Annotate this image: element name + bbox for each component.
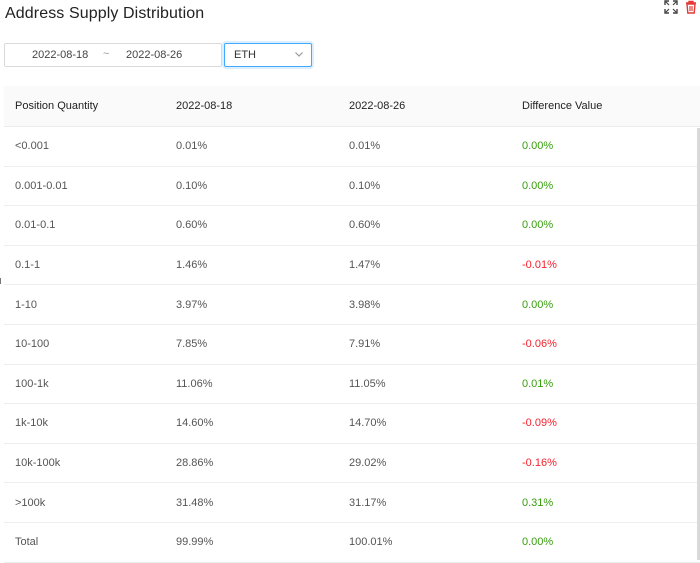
range-cell: 10k-100k [15,457,61,470]
start-value-cell: 31.48% [176,496,214,509]
end-value-cell: 31.17% [349,496,387,509]
end-value-cell: 14.70% [349,417,387,430]
table-row: Total 99.99% 100.01% 0.00% [4,522,700,563]
start-value-cell: 14.60% [176,417,214,430]
table-row: 0.1-1 1.46% 1.47% -0.01% [4,245,700,286]
start-date-input[interactable]: 2022-08-18 [32,49,89,61]
end-value-cell: 29.02% [349,457,387,470]
start-value-cell: 99.99% [176,536,214,549]
range-cell: Total [15,536,39,549]
difference-cell: -0.06% [522,338,557,351]
difference-cell: 0.00% [522,219,554,232]
end-value-cell: 11.05% [349,377,386,390]
difference-cell: 0.00% [522,536,554,549]
start-value-cell: 3.97% [176,298,208,311]
header-actions [664,0,698,14]
end-date-input[interactable]: 2022-08-26 [126,49,183,61]
difference-cell: -0.09% [522,417,557,430]
start-value-cell: 11.06% [176,377,213,390]
table-body: <0.001 0.01% 0.01% 0.00% 0.001-0.01 0.10% 0.10… [4,127,700,563]
fullscreen-icon[interactable] [664,0,678,14]
range-cell: 0.01-0.1 [15,219,56,232]
table-row: 100-1k 11.06% 11.05% 0.01% [4,364,700,405]
column-header: 2022-08-26 [349,100,406,112]
end-value-cell: 0.60% [349,219,381,232]
end-value-cell: 1.47% [349,259,381,272]
table-row: 10k-100k 28.86% 29.02% -0.16% [4,443,700,484]
difference-cell: 0.00% [522,140,554,153]
table-row: 10-100 7.85% 7.91% -0.06% [4,324,700,365]
scrollbar[interactable] [697,128,700,560]
coin-select-value: ETH [234,49,256,61]
end-value-cell: 0.10% [349,179,381,192]
chevron-down-icon [295,52,303,57]
table-header: Position Quantity 2022-08-18 2022-08-26 … [4,86,700,127]
range-cell: 1k-10k [15,417,49,430]
end-value-cell: 7.91% [349,338,381,351]
end-value-cell: 3.98% [349,298,381,311]
start-value-cell: 0.10% [176,179,208,192]
column-header: 2022-08-18 [176,100,233,112]
end-value-cell: 100.01% [349,536,393,549]
distribution-table: Position Quantity 2022-08-18 2022-08-26 … [4,86,700,563]
delete-icon[interactable] [684,0,698,14]
difference-cell: 0.31% [522,496,554,509]
range-cell: 1-10 [15,298,38,311]
table-row: 1k-10k 14.60% 14.70% -0.09% [4,404,700,444]
range-cell: 0.001-0.01 [15,179,68,192]
difference-cell: 0.00% [522,298,554,311]
table-row: 0.001-0.01 0.10% 0.10% 0.00% [4,166,700,207]
date-separator: ~ [103,48,110,60]
start-value-cell: 28.86% [176,457,214,470]
range-cell: 100-1k [15,377,49,390]
page-title: Address Supply Distribution [5,5,205,22]
range-cell: >100k [15,496,46,509]
start-value-cell: 7.85% [176,338,208,351]
table-row: 0.01-0.1 0.60% 0.60% 0.00% [4,206,700,246]
start-value-cell: 0.60% [176,219,208,232]
range-cell: 0.1-1 [15,259,41,272]
difference-cell: -0.01% [522,259,557,272]
range-cell: 10-100 [15,338,50,351]
column-header: Difference Value [522,100,603,112]
end-value-cell: 0.01% [349,140,381,153]
start-value-cell: 0.01% [176,140,208,153]
table-row: <0.001 0.01% 0.01% 0.00% [4,127,700,167]
resize-handle[interactable] [0,278,4,284]
start-value-cell: 1.46% [176,259,208,272]
difference-cell: -0.16% [522,457,557,470]
table-row: 1-10 3.97% 3.98% 0.00% [4,285,700,325]
coin-select[interactable]: ETH [224,43,312,67]
difference-cell: 0.01% [522,377,554,390]
difference-cell: 0.00% [522,179,554,192]
range-cell: <0.001 [15,140,49,153]
column-header: Position Quantity [15,100,99,112]
date-range-picker[interactable]: 2022-08-18 ~ 2022-08-26 [4,43,222,67]
table-row: >100k 31.48% 31.17% 0.31% [4,483,700,523]
